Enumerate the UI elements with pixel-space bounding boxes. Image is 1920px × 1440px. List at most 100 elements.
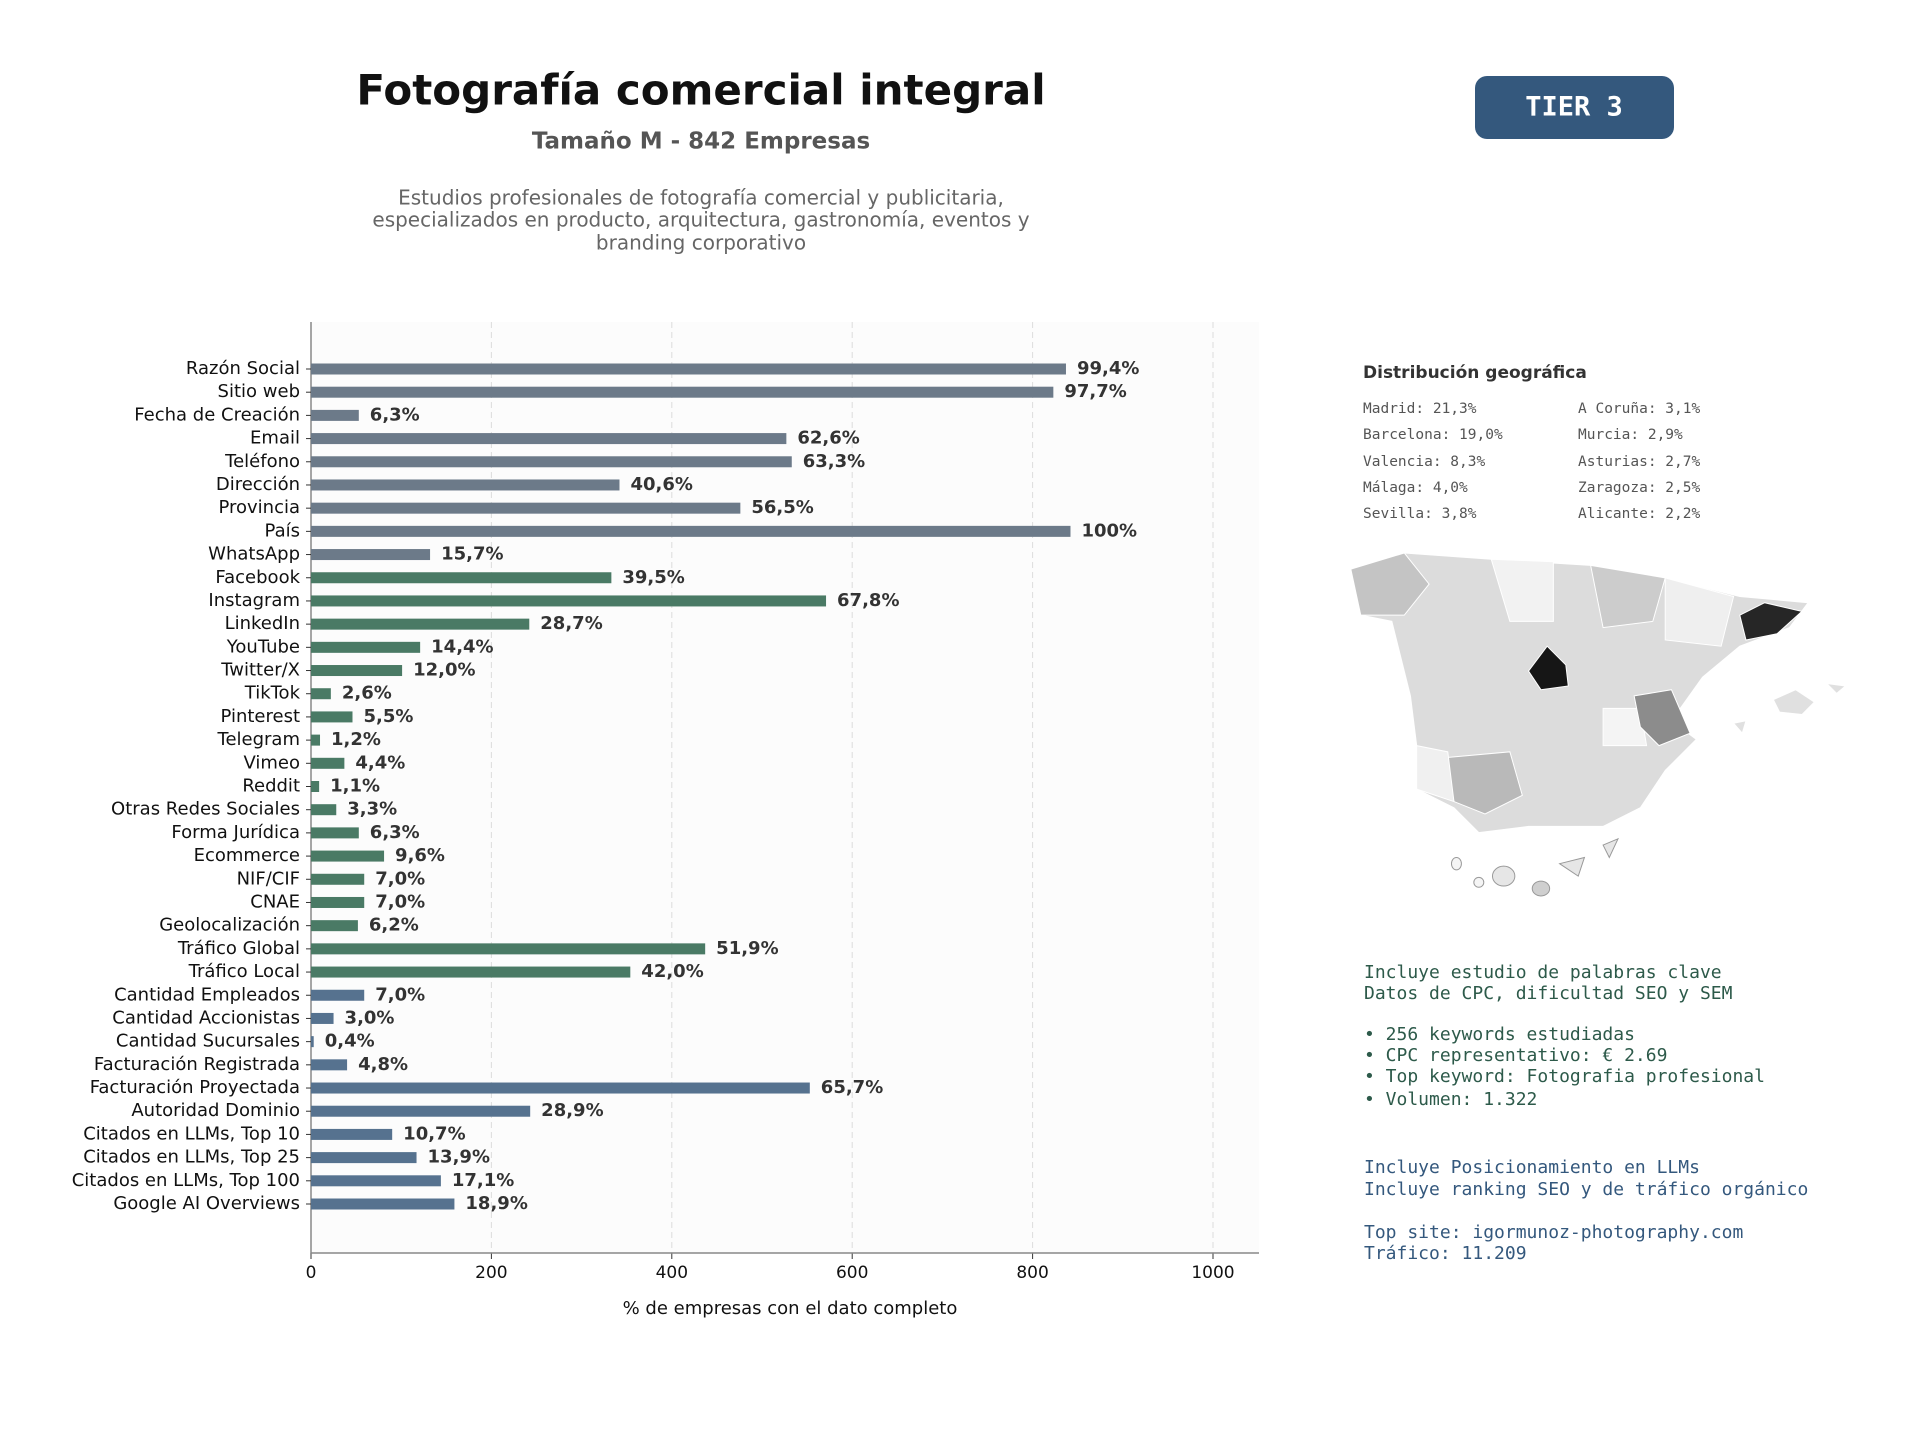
value-label: 6,2% [369, 915, 419, 936]
y-tick-label: WhatsApp [208, 544, 300, 565]
value-label: 14,4% [431, 636, 493, 657]
y-tick-label: Sitio web [218, 381, 300, 402]
y-tick-label: Google AI Overviews [113, 1193, 300, 1214]
value-label: 63,3% [803, 451, 865, 472]
value-label: 4,4% [355, 752, 405, 773]
value-label: 42,0% [641, 961, 703, 982]
description: branding corporativo [596, 231, 806, 255]
value-label: 67,8% [837, 590, 899, 611]
title: Fotografía comercial integral [356, 66, 1045, 115]
value-label: 1,1% [330, 776, 380, 797]
bar [311, 804, 337, 816]
y-tick-label: Facturación Proyectada [90, 1077, 300, 1098]
bar [311, 363, 1066, 375]
bar [311, 502, 741, 514]
llm-line: Incluye Posicionamiento en LLMs [1364, 1157, 1700, 1178]
value-label: 28,7% [540, 613, 602, 634]
bar [311, 850, 385, 862]
y-tick-label: YouTube [226, 636, 300, 657]
badge-box [1475, 76, 1674, 139]
x-tick-label: 0 [306, 1263, 317, 1283]
y-tick-label: Cantidad Empleados [114, 984, 300, 1005]
plot-area [311, 322, 1259, 1253]
bar [311, 456, 792, 468]
y-tick-label: TikTok [244, 683, 301, 704]
value-label: 7,0% [375, 868, 425, 889]
description: Estudios profesionales de fotografía com… [398, 186, 1004, 210]
y-tick-label: Teléfono [224, 451, 300, 472]
map-region [1633, 689, 1691, 747]
value-label: 12,0% [413, 660, 475, 681]
value-label: 100% [1081, 520, 1137, 541]
bar [311, 781, 320, 792]
y-tick-label: Autoridad Dominio [131, 1100, 300, 1121]
value-label: 3,3% [347, 799, 397, 820]
value-label: 10,7% [403, 1123, 465, 1144]
bar [311, 1059, 348, 1071]
bar [311, 896, 365, 908]
y-tick-label: País [265, 520, 300, 541]
keyword-line: Datos de CPC, dificultad SEO y SEM [1364, 983, 1733, 1004]
map-region [1772, 689, 1816, 716]
value-label: 13,9% [428, 1147, 490, 1168]
x-tick-label: 200 [475, 1263, 507, 1283]
bar [311, 595, 827, 607]
y-tick-label: Tráfico Global [177, 938, 300, 959]
bar [311, 1105, 531, 1117]
x-tick-label: 600 [836, 1263, 868, 1283]
bar [311, 1128, 393, 1140]
y-tick-label: Twitter/X [220, 660, 300, 681]
bar [311, 734, 321, 746]
keyword-line: • Volumen: 1.322 [1364, 1089, 1537, 1110]
geo-item: Zaragoza: 2,5% [1578, 480, 1700, 496]
y-tick-label: Citados en LLMs, Top 25 [83, 1147, 300, 1168]
value-label: 15,7% [441, 544, 503, 565]
y-tick-label: Provincia [218, 497, 300, 518]
value-label: 0,4% [325, 1031, 375, 1052]
description: especializados en producto, arquitectura… [372, 208, 1029, 232]
y-tick-label: Citados en LLMs, Top 100 [72, 1170, 300, 1191]
bar [311, 827, 359, 839]
geo-item: Murcia: 2,9% [1578, 427, 1683, 443]
geo-item: Barcelona: 19,0% [1363, 427, 1503, 443]
value-label: 51,9% [716, 938, 778, 959]
map-region [1450, 856, 1462, 871]
y-tick-label: Facebook [215, 567, 300, 588]
y-tick-label: Fecha de Creación [134, 404, 300, 425]
map-region [1590, 564, 1666, 629]
geo-item: Málaga: 4,0% [1363, 480, 1468, 496]
y-tick-label: Tráfico Local [188, 961, 300, 982]
value-label: 40,6% [630, 474, 692, 495]
geo-item: Valencia: 8,3% [1363, 454, 1485, 470]
value-label: 1,2% [331, 729, 381, 750]
bar [311, 409, 359, 421]
y-tick-label: Citados en LLMs, Top 10 [83, 1123, 300, 1144]
map-region [1416, 745, 1455, 803]
bar [311, 688, 331, 700]
value-label: 7,0% [375, 891, 425, 912]
y-tick-label: Email [250, 428, 300, 449]
x-tick-label: 800 [1016, 1263, 1048, 1283]
value-label: 18,9% [465, 1193, 527, 1214]
value-label: 28,9% [541, 1100, 603, 1121]
map-region [1558, 856, 1586, 877]
value-label: 6,3% [370, 404, 420, 425]
value-label: 2,6% [342, 683, 392, 704]
map-region [1350, 552, 1430, 616]
y-tick-label: Reddit [242, 776, 300, 797]
geo-item: Madrid: 21,3% [1363, 401, 1477, 417]
map-region [1602, 707, 1648, 747]
y-tick-label: Cantidad Accionistas [112, 1007, 300, 1028]
geo-title: Distribución geográfica [1363, 363, 1587, 383]
bar [311, 572, 612, 584]
x-axis-label: % de empresas con el dato completo [623, 1298, 958, 1319]
bar [311, 1152, 417, 1164]
y-tick-label: CNAE [250, 891, 300, 912]
bar [311, 989, 365, 1001]
llm-line: Incluye ranking SEO y de tráfico orgánic… [1364, 1179, 1808, 1200]
value-label: 5,5% [363, 706, 413, 727]
bar [311, 525, 1071, 537]
